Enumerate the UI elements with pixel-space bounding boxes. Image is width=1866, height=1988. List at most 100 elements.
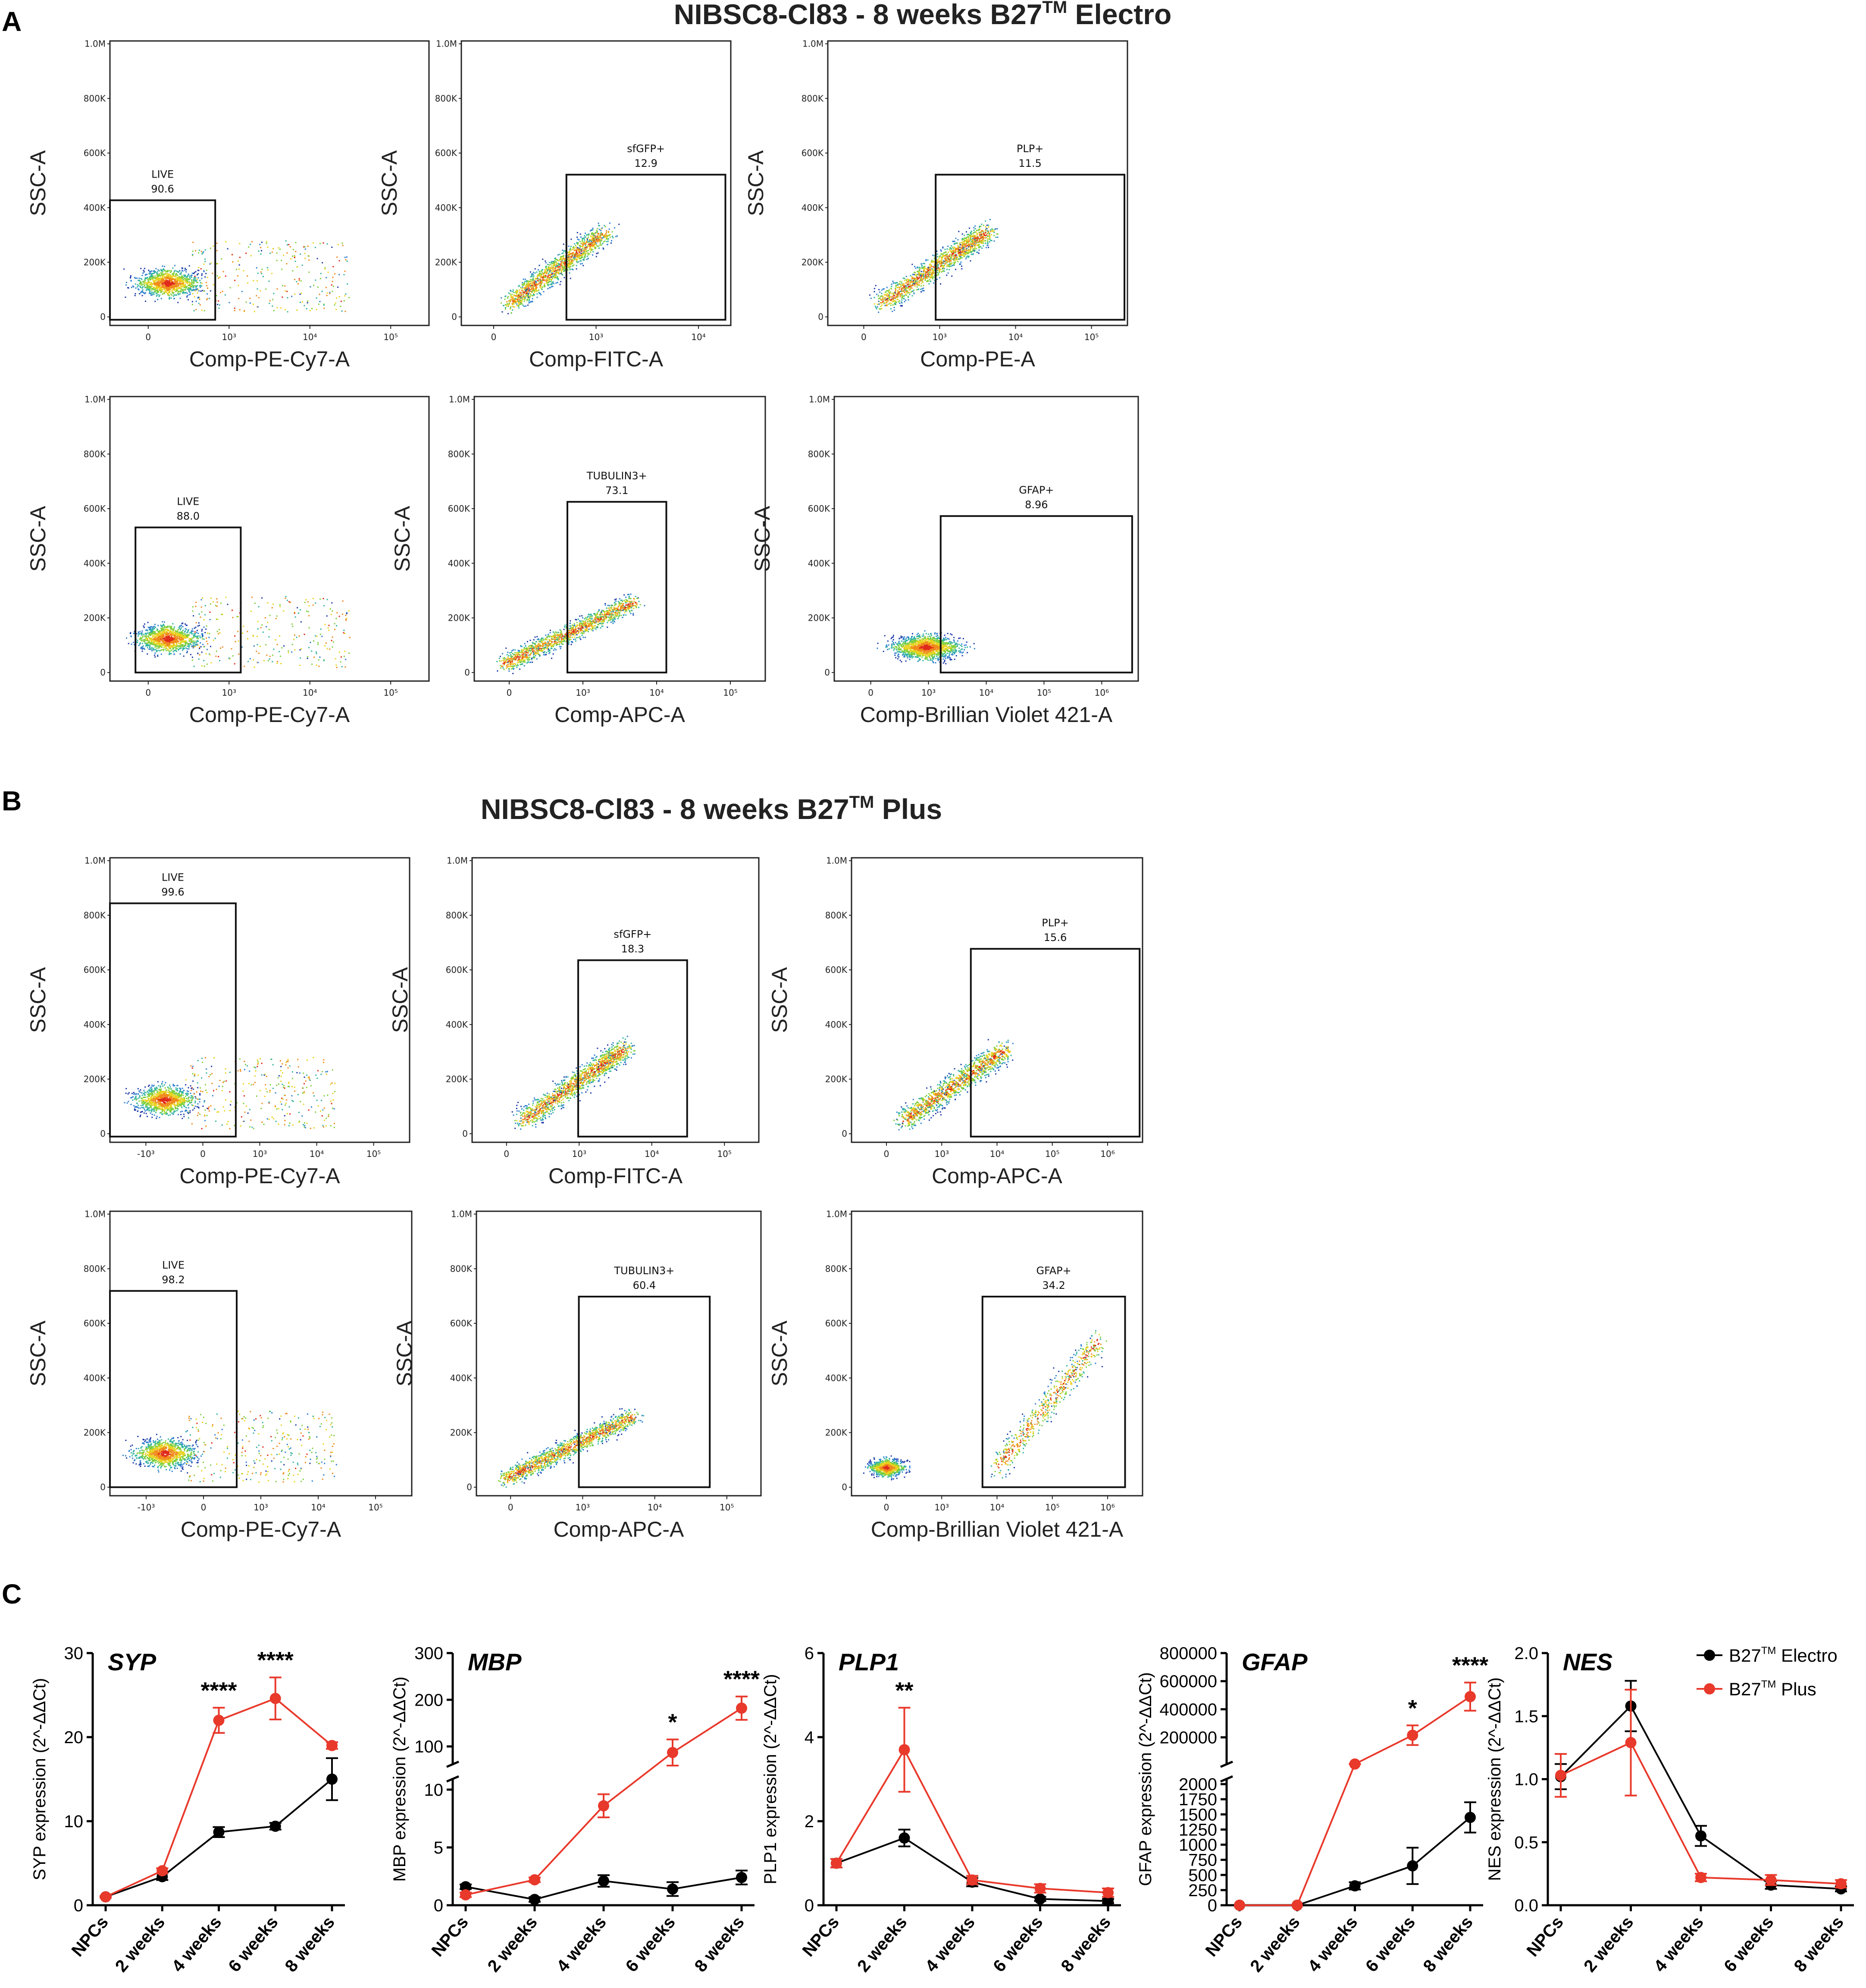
event-dot (319, 294, 320, 295)
event-dot (599, 229, 600, 230)
event-dot (516, 303, 517, 305)
event-dot (140, 281, 141, 282)
event-dot (135, 295, 136, 296)
event-dot (189, 275, 191, 277)
event-dot (287, 244, 288, 245)
event-dot (234, 310, 235, 311)
event-dot (237, 275, 238, 276)
x-tick-label: 10³ (222, 332, 236, 342)
event-dot (201, 251, 202, 252)
event-dot (180, 290, 181, 291)
event-dot (573, 260, 574, 262)
event-dot (157, 294, 159, 296)
event-dot (203, 263, 204, 265)
event-dot (301, 280, 302, 281)
event-dot (175, 278, 177, 280)
event-dot (181, 272, 182, 273)
event-dot (326, 277, 327, 278)
event-dot (133, 286, 134, 288)
event-dot (136, 278, 138, 279)
event-dot (149, 291, 150, 292)
event-dot (300, 302, 301, 303)
event-dot (260, 290, 261, 291)
event-dot (139, 293, 140, 294)
event-dot (576, 247, 577, 248)
event-dot (523, 305, 524, 306)
event-dot (187, 281, 188, 282)
event-dot (561, 253, 563, 254)
panel-b-letter: B (2, 785, 22, 816)
event-dot (185, 292, 187, 293)
event-dot (547, 278, 548, 280)
event-dot (189, 277, 191, 278)
event-dot (158, 275, 159, 276)
event-dot (146, 274, 147, 275)
event-dot (167, 271, 169, 272)
event-dot (587, 256, 588, 257)
event-dot (147, 284, 148, 286)
event-dot (345, 259, 347, 260)
event-dot (592, 246, 593, 247)
y-tick-label: 1.0M (436, 39, 457, 49)
event-dot (600, 237, 601, 238)
event-dot (292, 270, 294, 272)
event-dot (130, 276, 131, 278)
event-dot (260, 253, 262, 255)
event-dot (138, 280, 139, 281)
event-dot (204, 261, 206, 262)
event-dot (175, 291, 176, 292)
event-dot (238, 298, 239, 299)
event-dot (206, 299, 207, 300)
event-dot (260, 247, 261, 248)
event-dot (138, 285, 140, 287)
event-dot (539, 274, 540, 275)
event-dot (189, 284, 190, 286)
event-dot (269, 303, 270, 304)
event-dot (206, 285, 207, 286)
event-dot (172, 282, 173, 284)
y-tick-label: 600K (435, 148, 457, 158)
event-dot (545, 275, 547, 276)
event-dot (206, 282, 207, 283)
event-dot (607, 244, 608, 245)
event-dot (160, 278, 161, 279)
event-dot (135, 283, 136, 284)
event-dot (339, 296, 340, 297)
event-dot (318, 303, 319, 305)
event-dot (188, 294, 190, 295)
event-dot (182, 286, 183, 287)
event-dot (140, 268, 141, 269)
event-dot (317, 258, 318, 259)
event-dot (153, 287, 155, 288)
event-dot (194, 276, 196, 277)
event-dot (161, 280, 163, 281)
x-tick-label: 10⁴ (691, 332, 705, 342)
event-dot (171, 270, 172, 272)
event-dot (186, 269, 187, 270)
event-dot (204, 276, 206, 278)
event-dot (180, 285, 182, 287)
event-dot (216, 295, 217, 296)
event-dot (271, 273, 272, 274)
event-dot (174, 289, 175, 290)
event-dot (582, 240, 583, 241)
event-dot (510, 295, 511, 296)
event-dot (591, 230, 592, 231)
event-dot (502, 311, 503, 313)
event-dot (282, 285, 283, 286)
event-dot (338, 244, 339, 245)
event-dot (198, 303, 200, 304)
event-dot (176, 271, 177, 272)
event-dot (173, 278, 174, 280)
event-dot (157, 292, 158, 293)
event-dot (163, 281, 164, 282)
event-dot (287, 297, 288, 298)
event-dot (276, 260, 278, 261)
event-dot (164, 288, 166, 290)
event-dot (506, 301, 507, 303)
event-dot (229, 302, 230, 303)
event-dot (204, 271, 205, 272)
event-dot (164, 287, 166, 288)
event-dot (155, 280, 157, 281)
event-dot (185, 275, 186, 276)
